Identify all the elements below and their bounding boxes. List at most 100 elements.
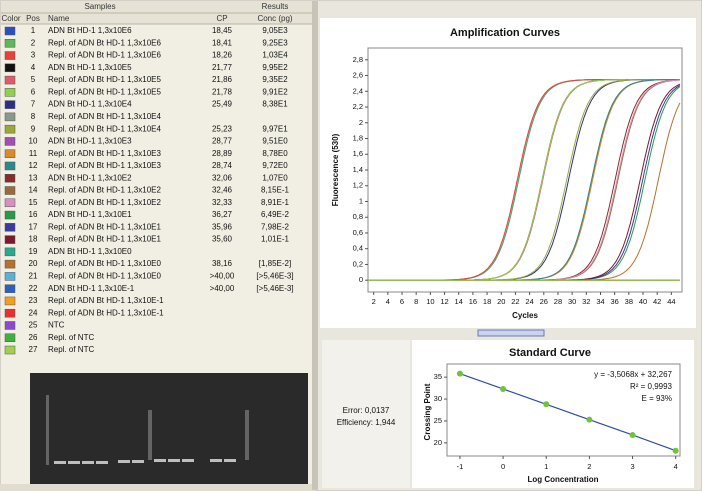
fit-line — [459, 373, 676, 452]
cp-cell: 28,77 — [212, 137, 233, 146]
scroll-handle[interactable] — [477, 329, 545, 337]
x-tick-label: -1 — [457, 462, 464, 471]
color-swatch — [4, 247, 16, 257]
cp-cell: 28,74 — [212, 161, 233, 170]
x-tick-label: 18 — [483, 297, 491, 306]
y-tick-label: 1,8 — [353, 134, 363, 143]
pos-cell: 26 — [29, 333, 38, 342]
name-cell: Repl. of ADN Bt HD-1 1,3x10E2 — [48, 198, 161, 207]
pos-cell: 23 — [29, 296, 38, 305]
annotation: y = -3,5068x + 32,267 — [594, 370, 672, 379]
x-tick-label: 32 — [582, 297, 590, 306]
cp-cell: 36,27 — [212, 210, 233, 219]
splitter[interactable] — [312, 1, 318, 490]
cp-cell: 38,16 — [212, 259, 233, 268]
pos-cell: 13 — [29, 173, 38, 182]
conc-cell: 9,05E3 — [262, 26, 288, 35]
y-tick-label: 2,8 — [353, 55, 363, 64]
pos-cell: 15 — [29, 198, 38, 207]
cp-cell: 18,45 — [212, 26, 233, 35]
x-tick-label: 16 — [469, 297, 477, 306]
color-swatch — [4, 100, 16, 109]
info-box — [322, 340, 410, 488]
scrollbar[interactable] — [0, 484, 316, 491]
x-tick-label: 3 — [630, 462, 634, 471]
plot-area — [367, 47, 683, 293]
cp-cell: 18,26 — [212, 51, 233, 60]
color-swatch — [4, 75, 16, 85]
pos-cell: 22 — [29, 284, 38, 293]
cp-cell: >40,00 — [210, 284, 235, 293]
data-point — [672, 447, 679, 454]
efficiency-text: Efficiency: 1,944 — [337, 418, 396, 427]
conc-cell: 1,01E-1 — [261, 235, 290, 244]
color-swatch — [4, 308, 16, 318]
name-cell: Repl. of ADN Bt HD-1 1,3x10E1 — [48, 222, 161, 231]
x-tick-label: 36 — [610, 297, 618, 306]
x-tick-label: 0 — [501, 462, 505, 471]
name-cell: Repl. of ADN Bt HD-1 1,3x10E3 — [48, 161, 161, 170]
chart-title: Standard Curve — [509, 347, 591, 359]
name-cell: Repl. of ADN Bt HD-1 1,3x10E2 — [48, 186, 161, 195]
y-tick-label: 0 — [359, 275, 363, 284]
group-header: Results — [262, 2, 289, 11]
column-header[interactable]: Pos — [26, 14, 40, 23]
color-swatch — [4, 39, 16, 48]
y-axis-label: Crossing Point — [423, 383, 432, 440]
x-tick-label: 4 — [386, 297, 390, 306]
column-header[interactable]: Color — [1, 14, 20, 23]
conc-cell: 9,97E1 — [262, 124, 288, 133]
color-swatch — [4, 235, 16, 244]
pos-cell: 18 — [29, 235, 38, 244]
y-tick-label: 2,2 — [353, 102, 363, 111]
color-swatch — [4, 173, 16, 183]
conc-cell: 1,03E4 — [262, 51, 288, 60]
group-header: Samples — [84, 2, 115, 11]
cp-cell: 21,77 — [212, 63, 233, 72]
conc-cell: 9,25E3 — [262, 38, 288, 47]
pos-cell: 3 — [31, 51, 36, 60]
name-cell: Repl. of ADN Bt HD-1 1,3x10E4 — [48, 124, 161, 133]
name-cell: ADN Bt HD-1 1,3x10E6 — [48, 26, 132, 35]
pos-cell: 9 — [31, 124, 36, 133]
pos-cell: 5 — [31, 75, 36, 84]
x-tick-label: 40 — [639, 297, 647, 306]
name-cell: ADN Bt HD-1 1,3x10E-1 — [48, 284, 135, 293]
color-swatch — [4, 88, 16, 97]
y-tick-label: 2,4 — [353, 86, 363, 95]
pos-cell: 17 — [29, 222, 38, 231]
pos-cell: 24 — [29, 308, 38, 317]
color-swatch — [4, 259, 16, 269]
y-tick-label: 1,2 — [353, 181, 363, 190]
conc-cell: 8,15E-1 — [261, 186, 290, 195]
color-swatch — [4, 51, 16, 60]
x-tick-label: 14 — [455, 297, 463, 306]
column-header[interactable]: Conc (pg) — [257, 14, 292, 23]
x-tick-label: 2 — [587, 462, 591, 471]
y-tick-label: 0,8 — [353, 212, 363, 221]
x-tick-label: 22 — [511, 297, 519, 306]
data-point — [543, 401, 550, 408]
color-swatch — [4, 186, 16, 195]
column-header[interactable]: CP — [216, 14, 227, 23]
y-tick-label: 0,2 — [353, 259, 363, 268]
color-swatch — [4, 333, 16, 342]
pos-cell: 27 — [29, 345, 38, 354]
conc-cell: 9,51E0 — [262, 137, 288, 146]
column-header[interactable]: Name — [48, 14, 70, 23]
name-cell: NTC — [48, 321, 65, 330]
cp-cell: 32,46 — [212, 186, 233, 195]
color-swatch — [4, 124, 16, 134]
x-tick-label: 12 — [440, 297, 448, 306]
x-tick-label: 6 — [400, 297, 404, 306]
x-tick-label: 10 — [426, 297, 434, 306]
conc-cell: 6,49E-2 — [261, 210, 290, 219]
gel-image — [30, 373, 308, 487]
x-tick-label: 1 — [544, 462, 548, 471]
pos-cell: 4 — [31, 63, 36, 72]
data-point — [586, 416, 593, 423]
name-cell: Repl. of ADN Bt HD-1 1,3x10E4 — [48, 112, 161, 121]
x-tick-label: 30 — [568, 297, 576, 306]
pos-cell: 12 — [29, 161, 38, 170]
